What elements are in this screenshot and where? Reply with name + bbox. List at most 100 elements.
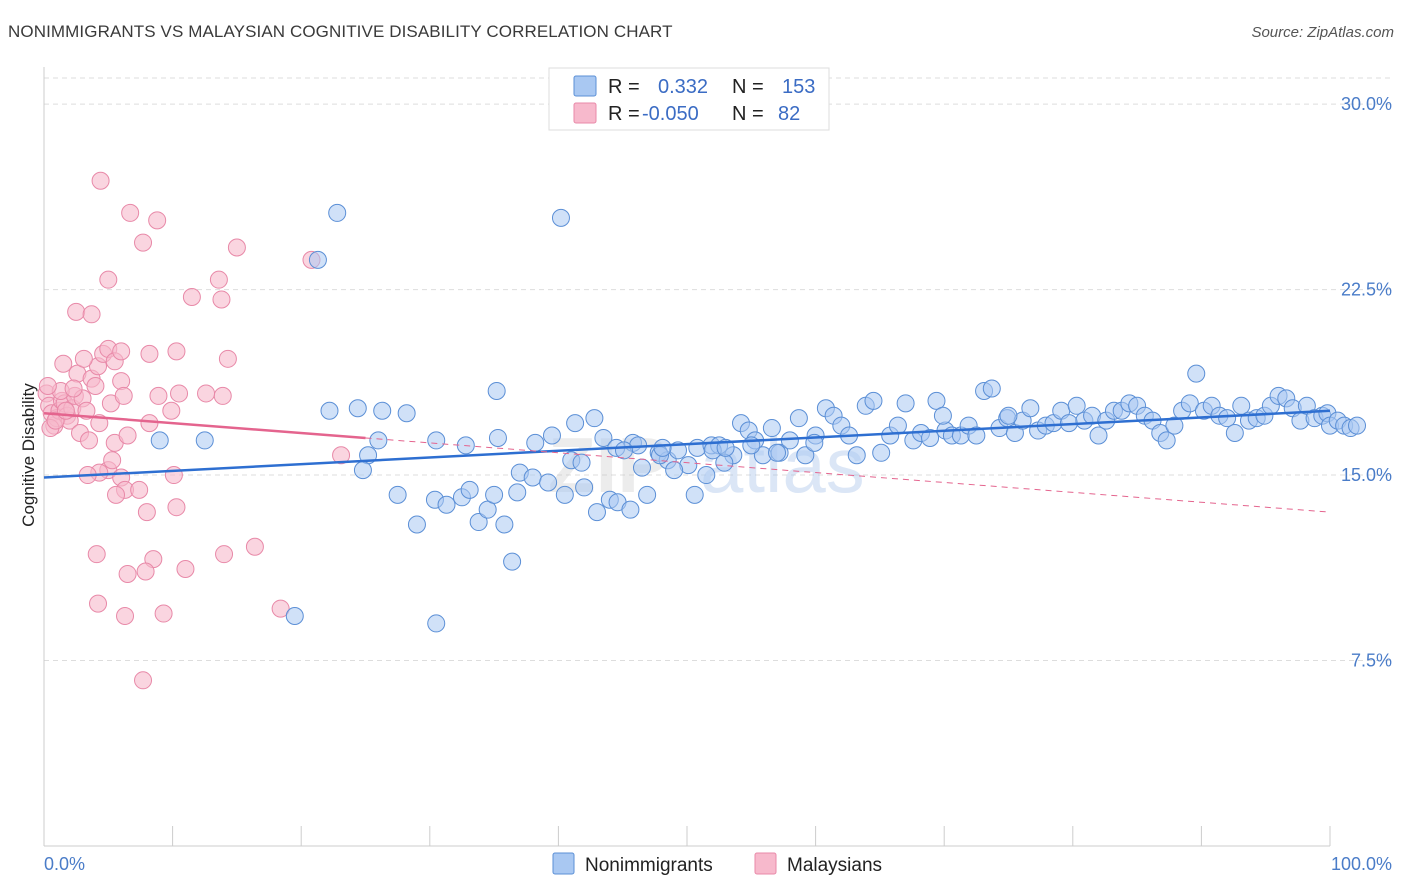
nonimmigrants-point (888, 416, 907, 435)
nonimmigrants-point (999, 406, 1018, 425)
nonimmigrants-point (638, 485, 657, 504)
malaysians-point (38, 377, 57, 396)
malaysians-point (182, 287, 201, 306)
malaysians-point (271, 599, 290, 618)
nonimmigrants-point (587, 503, 606, 522)
malaysians-point (74, 349, 93, 368)
malaysians-point (87, 545, 106, 564)
malaysians-point (121, 203, 140, 222)
nonimmigrants-point (353, 461, 372, 480)
nonimmigrants-point (285, 607, 304, 626)
nonimmigrants-point (460, 480, 479, 499)
nonimmigrants-point (1348, 416, 1367, 435)
nonimmigrants-point (585, 409, 604, 428)
nonimmigrants-trend-line (43, 409, 1331, 479)
nonimmigrants-point (320, 401, 339, 420)
malaysians-point (227, 238, 246, 257)
axes (43, 67, 1331, 847)
trend-lines (43, 409, 1331, 513)
malaysians-point (89, 594, 108, 613)
nonimmigrants-point (665, 461, 684, 480)
legend-n-value-2: 82 (778, 103, 800, 125)
nonimmigrants-point (864, 391, 883, 410)
nonimmigrants-point (495, 515, 514, 534)
malaysians-point (167, 342, 186, 361)
top-legend: R = 0.332 N = 153 R = -0.050 N = 82 (548, 67, 830, 131)
nonimmigrants-point (397, 404, 416, 423)
malaysians-point (67, 302, 86, 321)
malaysians-point (118, 426, 137, 445)
nonimmigrants-point (150, 431, 169, 450)
nonimmigrants-point (933, 406, 952, 425)
nonimmigrants-point (1225, 424, 1244, 443)
malaysians-point (162, 401, 181, 420)
malaysians-point (56, 401, 75, 420)
nonimmigrants-point (789, 409, 808, 428)
nonimmigrants-point (388, 485, 407, 504)
malaysians-point (118, 564, 137, 583)
malaysians-points (37, 171, 351, 690)
nonimmigrants-point (1187, 364, 1206, 383)
malaysians-point (107, 485, 126, 504)
legend-r-value-2: -0.050 (642, 103, 699, 125)
nonimmigrants-point (780, 431, 799, 450)
y-tick-label: 15.0% (1341, 465, 1392, 485)
malaysians-point (114, 386, 133, 405)
nonimmigrants-point (921, 428, 940, 447)
malaysians-point (134, 671, 153, 690)
nonimmigrants-point (485, 485, 504, 504)
nonimmigrants-point (621, 500, 640, 519)
axis-ticks: 7.5% 15.0% 22.5% 30.0% 0.0% 100.0% (44, 94, 1392, 874)
bottom-legend-nonimmigrants: Nonimmigrants (585, 855, 713, 876)
nonimmigrants-point (328, 203, 347, 222)
malaysians-point (176, 560, 195, 579)
nonimmigrants-point (594, 428, 613, 447)
nonimmigrants-point (847, 446, 866, 465)
nonimmigrants-point (1089, 426, 1108, 445)
legend-n-label-2: N = (732, 103, 764, 125)
nonimmigrants-point (542, 426, 561, 445)
malaysians-point (91, 171, 110, 190)
nonimmigrants-point (685, 485, 704, 504)
nonimmigrants-point (373, 401, 392, 420)
nonimmigrants-point (437, 495, 456, 514)
nonimmigrants-point (1067, 396, 1086, 415)
x-tick-label-min: 0.0% (44, 854, 85, 874)
malaysians-point (209, 270, 228, 289)
nonimmigrants-point (614, 441, 633, 460)
malaysians-point (86, 377, 105, 396)
malaysians-point (154, 604, 173, 623)
malaysians-point (140, 414, 159, 433)
legend-r-label-1: R = (608, 76, 640, 98)
malaysians-trend-extension (365, 437, 1331, 513)
malaysians-point (116, 607, 135, 626)
malaysians-point (99, 270, 118, 289)
legend-r-value-1: 0.332 (658, 76, 708, 98)
bottom-legend: Nonimmigrants Malaysians (552, 852, 882, 876)
nonimmigrants-point (1232, 396, 1251, 415)
malaysians-point (164, 466, 183, 485)
nonimmigrants-point (348, 399, 367, 418)
nonimmigrants-point (982, 379, 1001, 398)
nonimmigrants-point (896, 394, 915, 413)
nonimmigrants-point (796, 446, 815, 465)
malaysians-point (197, 384, 216, 403)
nonimmigrants-point (1165, 416, 1184, 435)
nonimmigrants-point (526, 433, 545, 452)
malaysians-point (137, 503, 156, 522)
malaysians-point (134, 233, 153, 252)
legend-swatch-nonimmigrants (573, 75, 597, 97)
nonimmigrants-point (1180, 394, 1199, 413)
nonimmigrants-point (872, 443, 891, 462)
malaysians-point (332, 446, 351, 465)
bottom-legend-malaysians: Malaysians (787, 855, 882, 876)
nonimmigrants-point (369, 431, 388, 450)
bottom-legend-swatch-malaysians (754, 852, 777, 875)
chart-source: Source: ZipAtlas.com (1251, 24, 1394, 41)
malaysians-trend-line (43, 411, 366, 440)
nonimmigrants-point (566, 414, 585, 433)
nonimmigrants-point (508, 483, 527, 502)
nonimmigrants-point (967, 426, 986, 445)
nonimmigrants-point (427, 431, 446, 450)
